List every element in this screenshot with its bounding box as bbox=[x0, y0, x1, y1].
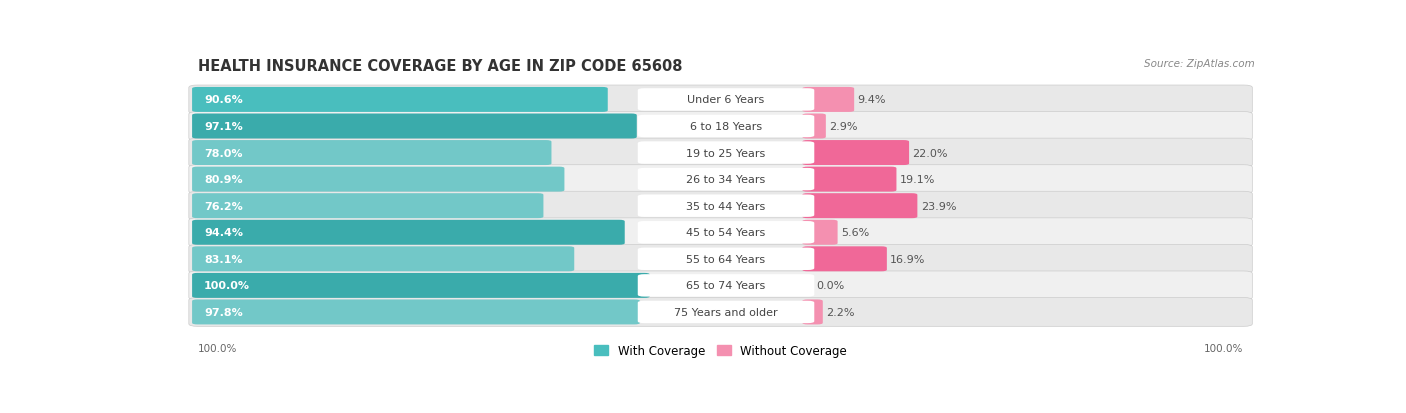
FancyBboxPatch shape bbox=[638, 169, 814, 191]
FancyBboxPatch shape bbox=[803, 300, 823, 325]
FancyBboxPatch shape bbox=[638, 195, 814, 217]
FancyBboxPatch shape bbox=[188, 112, 1253, 141]
FancyBboxPatch shape bbox=[803, 247, 887, 272]
Text: 100.0%: 100.0% bbox=[197, 344, 238, 354]
FancyBboxPatch shape bbox=[188, 218, 1253, 247]
FancyBboxPatch shape bbox=[803, 194, 917, 218]
Text: 5.6%: 5.6% bbox=[841, 228, 869, 237]
Text: 55 to 64 Years: 55 to 64 Years bbox=[686, 254, 766, 264]
Text: 100.0%: 100.0% bbox=[204, 281, 250, 291]
Text: 65 to 74 Years: 65 to 74 Years bbox=[686, 281, 766, 291]
Text: 78.0%: 78.0% bbox=[204, 148, 243, 158]
FancyBboxPatch shape bbox=[193, 114, 637, 139]
FancyBboxPatch shape bbox=[188, 192, 1253, 221]
FancyBboxPatch shape bbox=[188, 298, 1253, 327]
Text: 23.9%: 23.9% bbox=[921, 201, 956, 211]
Text: Source: ZipAtlas.com: Source: ZipAtlas.com bbox=[1143, 59, 1254, 69]
Text: 2.2%: 2.2% bbox=[827, 307, 855, 317]
FancyBboxPatch shape bbox=[803, 114, 825, 139]
FancyBboxPatch shape bbox=[193, 220, 624, 245]
FancyBboxPatch shape bbox=[193, 167, 564, 192]
FancyBboxPatch shape bbox=[803, 141, 910, 166]
FancyBboxPatch shape bbox=[638, 142, 814, 164]
FancyBboxPatch shape bbox=[188, 86, 1253, 114]
FancyBboxPatch shape bbox=[188, 165, 1253, 194]
Text: 19 to 25 Years: 19 to 25 Years bbox=[686, 148, 766, 158]
FancyBboxPatch shape bbox=[638, 116, 814, 138]
FancyBboxPatch shape bbox=[193, 273, 650, 298]
Text: 100.0%: 100.0% bbox=[1204, 344, 1244, 354]
Text: 6 to 18 Years: 6 to 18 Years bbox=[690, 122, 762, 132]
FancyBboxPatch shape bbox=[803, 220, 838, 245]
Text: 19.1%: 19.1% bbox=[900, 175, 935, 185]
FancyBboxPatch shape bbox=[188, 139, 1253, 168]
FancyBboxPatch shape bbox=[193, 194, 544, 218]
Text: HEALTH INSURANCE COVERAGE BY AGE IN ZIP CODE 65608: HEALTH INSURANCE COVERAGE BY AGE IN ZIP … bbox=[197, 59, 682, 74]
FancyBboxPatch shape bbox=[638, 221, 814, 244]
Text: 80.9%: 80.9% bbox=[204, 175, 243, 185]
FancyBboxPatch shape bbox=[193, 88, 607, 113]
Text: 35 to 44 Years: 35 to 44 Years bbox=[686, 201, 766, 211]
Text: 90.6%: 90.6% bbox=[204, 95, 243, 105]
FancyBboxPatch shape bbox=[193, 141, 551, 166]
FancyBboxPatch shape bbox=[638, 248, 814, 271]
Text: 75 Years and older: 75 Years and older bbox=[675, 307, 778, 317]
Text: 97.1%: 97.1% bbox=[204, 122, 243, 132]
Text: 22.0%: 22.0% bbox=[912, 148, 948, 158]
Text: 0.0%: 0.0% bbox=[817, 281, 845, 291]
Text: 2.9%: 2.9% bbox=[830, 122, 858, 132]
Text: 94.4%: 94.4% bbox=[204, 228, 243, 237]
FancyBboxPatch shape bbox=[188, 245, 1253, 273]
Text: 16.9%: 16.9% bbox=[890, 254, 925, 264]
Text: 26 to 34 Years: 26 to 34 Years bbox=[686, 175, 766, 185]
Text: 9.4%: 9.4% bbox=[858, 95, 886, 105]
FancyBboxPatch shape bbox=[803, 88, 855, 113]
Text: Under 6 Years: Under 6 Years bbox=[688, 95, 765, 105]
FancyBboxPatch shape bbox=[638, 301, 814, 323]
Text: 83.1%: 83.1% bbox=[204, 254, 243, 264]
FancyBboxPatch shape bbox=[188, 271, 1253, 300]
Text: 45 to 54 Years: 45 to 54 Years bbox=[686, 228, 766, 237]
Text: 97.8%: 97.8% bbox=[204, 307, 243, 317]
FancyBboxPatch shape bbox=[638, 89, 814, 112]
Legend: With Coverage, Without Coverage: With Coverage, Without Coverage bbox=[589, 339, 852, 362]
FancyBboxPatch shape bbox=[193, 247, 574, 272]
FancyBboxPatch shape bbox=[638, 275, 814, 297]
FancyBboxPatch shape bbox=[803, 167, 897, 192]
Text: 76.2%: 76.2% bbox=[204, 201, 243, 211]
FancyBboxPatch shape bbox=[193, 300, 640, 325]
